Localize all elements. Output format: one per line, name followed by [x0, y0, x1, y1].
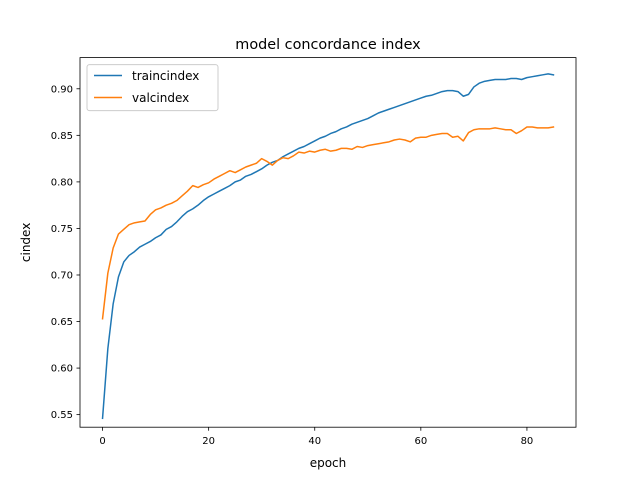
series-line-valcindex	[101, 126, 555, 320]
series-lines	[101, 73, 555, 420]
y-tick-label: 0.85	[51, 131, 73, 142]
y-tick-label: 0.60	[51, 364, 73, 375]
plot-area	[79, 57, 577, 428]
y-tick-label: 0.80	[51, 177, 73, 188]
x-tick-label: 0	[99, 436, 105, 447]
y-axis-label: cindex	[19, 223, 33, 262]
y-tick-label: 0.75	[51, 224, 73, 235]
y-axis-ticks: 0.55 0.60 0.65 0.70 0.75 0.80 0.85 0.90	[51, 84, 80, 421]
y-tick-label: 0.55	[51, 410, 73, 421]
series-line-traincindex	[101, 73, 555, 420]
x-axis-label: epoch	[310, 456, 347, 470]
x-tick-label: 20	[202, 436, 215, 447]
axes-frame	[79, 57, 577, 428]
y-tick-label: 0.65	[51, 317, 73, 328]
x-tick-label: 40	[308, 436, 321, 447]
x-tick-label: 80	[521, 436, 534, 447]
x-tick-label: 60	[414, 436, 427, 447]
legend: traincindex valcindex	[86, 64, 219, 112]
y-tick-label: 0.90	[51, 84, 73, 95]
x-axis-ticks: 0 20 40 60 80	[99, 427, 533, 447]
legend-label-valcindex: valcindex	[132, 91, 189, 105]
y-tick-label: 0.70	[51, 271, 73, 282]
chart-title: model concordance index	[235, 37, 421, 53]
legend-label-traincindex: traincindex	[132, 69, 199, 83]
